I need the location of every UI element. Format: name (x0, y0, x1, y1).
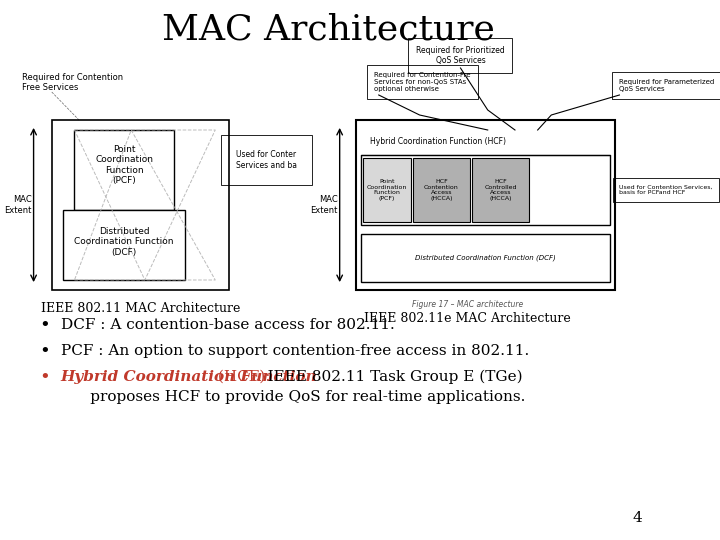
Bar (361, 155, 611, 225)
Text: (HCF):: (HCF): (213, 370, 271, 384)
Text: MAC
Extent: MAC Extent (4, 195, 32, 215)
Text: Required for Parameterized
QoS Services: Required for Parameterized QoS Services (619, 79, 715, 92)
Text: DCF : A contention-base access for 802.11.: DCF : A contention-base access for 802.1… (60, 318, 395, 332)
Text: Point
Coordination
Function
(PCF): Point Coordination Function (PCF) (366, 179, 407, 201)
Text: IEEE 802.11 Task Group E (TGe): IEEE 802.11 Task Group E (TGe) (253, 370, 523, 384)
Text: MAC
Extent: MAC Extent (310, 195, 338, 215)
Text: •: • (39, 368, 50, 386)
Bar (52, 120, 229, 290)
Bar (472, 158, 528, 222)
Bar (63, 210, 185, 280)
Text: IEEE 802.11e MAC Architecture: IEEE 802.11e MAC Architecture (364, 312, 571, 325)
Text: Used for Conter
Services and ba: Used for Conter Services and ba (236, 150, 297, 170)
Text: HCF
Contention
Access
(HCCA): HCF Contention Access (HCCA) (424, 179, 459, 201)
Text: IEEE 802.11 MAC Architecture: IEEE 802.11 MAC Architecture (40, 302, 240, 315)
Text: 4: 4 (632, 511, 642, 525)
Text: Figure 17 – MAC architecture: Figure 17 – MAC architecture (412, 300, 523, 309)
Text: •: • (39, 316, 50, 334)
Bar (356, 120, 615, 290)
Text: •: • (39, 342, 50, 360)
Text: Used for Contention Services,
basis for PCFand HCF: Used for Contention Services, basis for … (619, 185, 713, 195)
Text: Distributed Coordination Function (DCF): Distributed Coordination Function (DCF) (415, 255, 556, 261)
Text: Distributed
Coordination Function
(DCF): Distributed Coordination Function (DCF) (74, 227, 174, 257)
Bar (413, 158, 469, 222)
Bar (361, 234, 611, 282)
Text: Required for Contention-Fre
Services for non-QoS STAs
optional otherwise: Required for Contention-Fre Services for… (374, 72, 471, 92)
Text: PCF : An option to support contention-free access in 802.11.: PCF : An option to support contention-fr… (60, 344, 529, 358)
Bar (364, 158, 410, 222)
Text: HCF
Controlled
Access
(HCCA): HCF Controlled Access (HCCA) (484, 179, 517, 201)
Text: Required for Prioritized
QoS Services: Required for Prioritized QoS Services (416, 45, 505, 65)
Text: Hybrid Coordination Function: Hybrid Coordination Function (60, 370, 318, 384)
Text: MAC Architecture: MAC Architecture (162, 13, 495, 47)
Text: proposes HCF to provide QoS for real-time applications.: proposes HCF to provide QoS for real-tim… (60, 390, 525, 404)
Text: Point
Coordination
Function
(PCF): Point Coordination Function (PCF) (96, 145, 153, 185)
Text: Hybrid Coordination Function (HCF): Hybrid Coordination Function (HCF) (370, 138, 505, 146)
Bar (74, 130, 174, 210)
Text: Required for Contention
Free Services: Required for Contention Free Services (22, 72, 123, 92)
